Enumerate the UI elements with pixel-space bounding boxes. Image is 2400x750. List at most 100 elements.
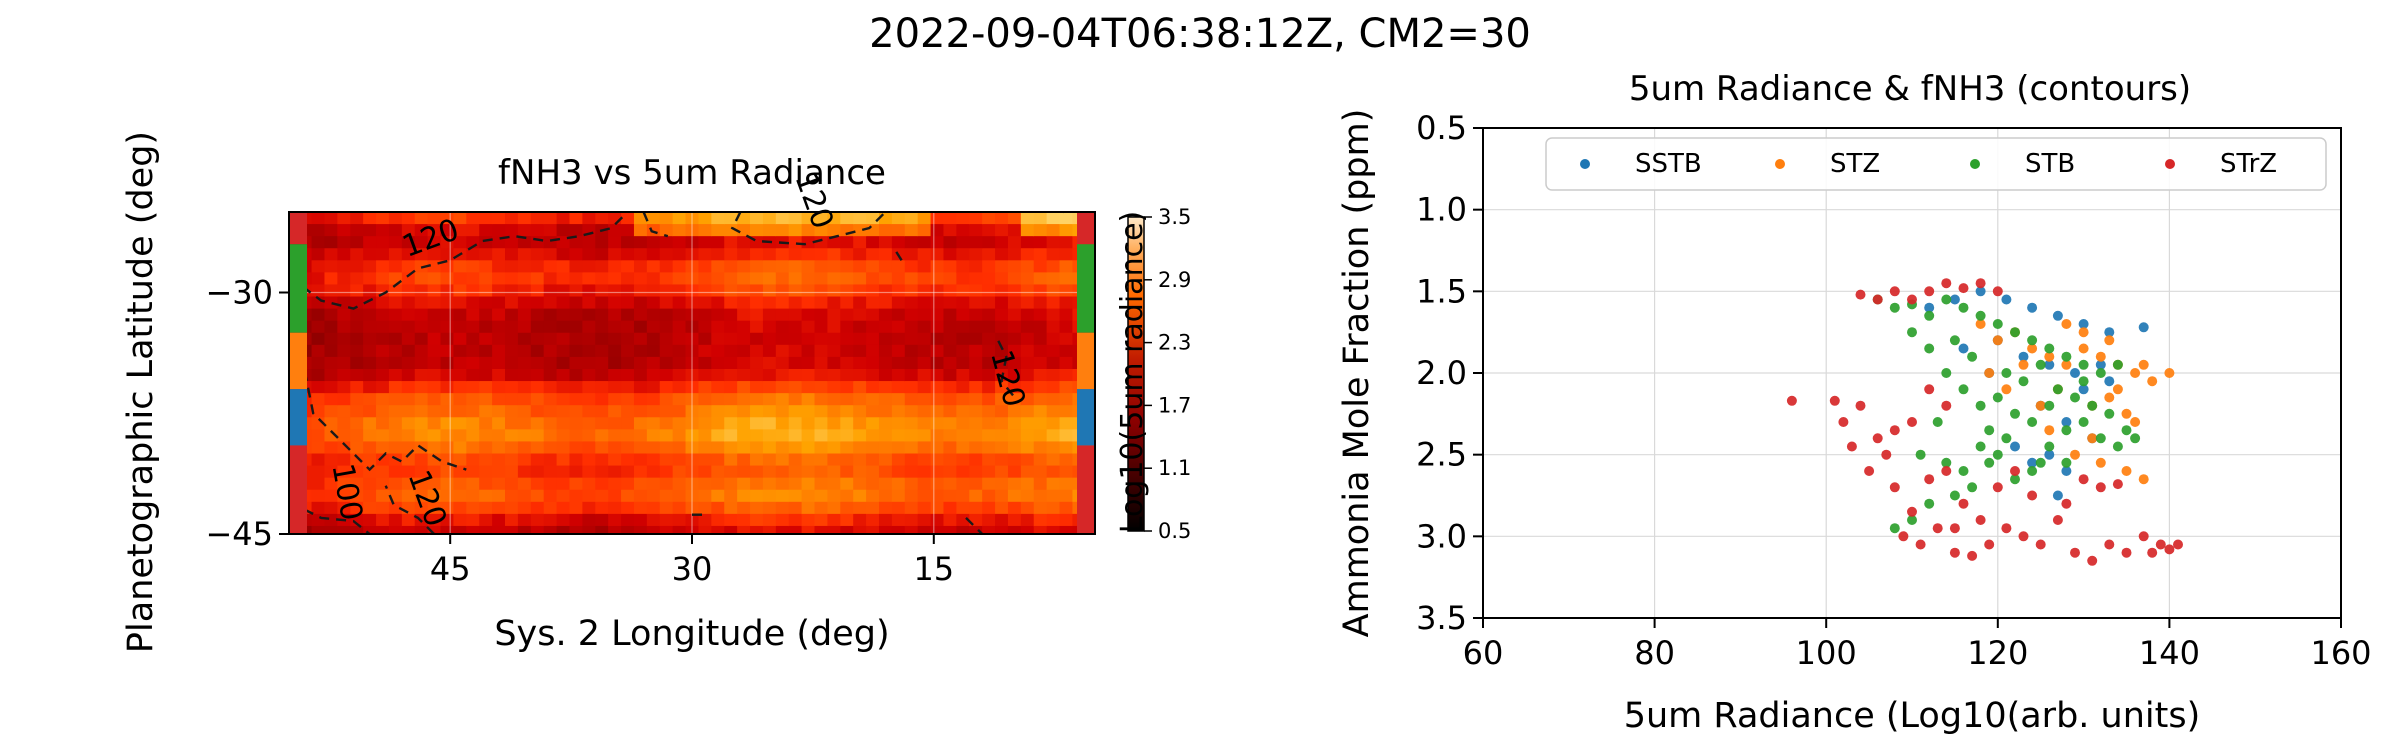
heatmap-cell — [492, 260, 506, 273]
heatmap-cell — [440, 489, 455, 503]
heatmap-cell — [685, 477, 700, 491]
heatmap-cell — [1098, 297, 1112, 310]
heatmap-cell — [543, 441, 558, 455]
heatmap-cell — [672, 368, 687, 382]
heatmap-cell — [762, 356, 777, 370]
heatmap-cell — [350, 332, 364, 346]
heatmap-cell — [633, 429, 648, 443]
heatmap-cell — [827, 465, 841, 479]
heatmap-cell — [401, 381, 416, 394]
band-marker-right — [1077, 244, 1095, 333]
heatmap-cell — [1007, 296, 1022, 310]
heatmap-cell — [866, 356, 880, 370]
heatmap-cell — [814, 393, 829, 406]
heatmap-cell — [659, 368, 674, 382]
scatter-point-stb — [2112, 441, 2123, 452]
scatter-x-tick-label: 120 — [1967, 634, 2028, 672]
heatmap-cell — [273, 297, 287, 310]
heatmap-cell — [466, 296, 480, 310]
heatmap-cell — [969, 489, 983, 503]
scatter-point-stb — [1992, 319, 2003, 329]
heatmap-cell — [685, 212, 700, 225]
heatmap-cell — [646, 344, 661, 358]
heatmap-cell — [453, 417, 467, 430]
heatmap-cell — [737, 393, 751, 406]
heatmap-cell — [1033, 405, 1048, 418]
heatmap-cell — [388, 525, 403, 534]
heatmap-cell — [775, 453, 790, 467]
heatmap-cell — [633, 284, 648, 298]
heatmap-cell — [982, 465, 996, 479]
scatter-point-sstb — [2104, 376, 2115, 387]
heatmap-cell — [401, 308, 416, 322]
heatmap-cell — [814, 344, 829, 358]
heatmap-cell — [517, 417, 532, 430]
heatmap-cell — [878, 272, 893, 286]
heatmap-cell — [556, 296, 571, 310]
heatmap-cell — [479, 332, 493, 346]
heatmap-cell — [711, 356, 725, 370]
scatter-point-stz — [2061, 319, 2072, 329]
heatmap-cell — [556, 308, 571, 322]
heatmap-cell — [1020, 320, 1035, 334]
heatmap-cell — [672, 417, 687, 430]
heatmap-cell — [234, 490, 248, 503]
scatter-point-stb — [2001, 433, 2012, 444]
heatmap-cell — [234, 345, 248, 358]
heatmap-cell — [685, 236, 700, 249]
heatmap-cell — [698, 393, 712, 406]
scatter-point-sstb — [2078, 319, 2089, 329]
heatmap-cell — [814, 525, 829, 534]
heatmap-cell — [595, 417, 609, 430]
heatmap-cell — [685, 381, 700, 394]
heatmap-cell — [427, 417, 442, 430]
heatmap-cell — [247, 466, 261, 479]
heatmap-cell — [956, 513, 970, 527]
heatmap-cell — [453, 441, 467, 455]
heatmap-cell — [1163, 248, 1177, 261]
scatter-point-strz — [1829, 395, 1840, 406]
heatmap-cell — [672, 248, 687, 261]
heatmap-cell — [633, 381, 648, 394]
heatmap-cell — [582, 272, 596, 286]
heatmap-cell — [569, 489, 583, 503]
heatmap-cell — [311, 356, 326, 370]
heatmap-cell — [646, 368, 661, 382]
heatmap-cell — [685, 417, 700, 430]
heatmap-cell — [621, 236, 635, 249]
heatmap-cell — [1098, 417, 1112, 430]
heatmap-cell — [608, 284, 622, 298]
heatmap-cell — [827, 453, 841, 467]
scatter-point-strz — [1941, 278, 1952, 289]
scatter-point-strz — [2164, 544, 2175, 555]
heatmap-cell — [904, 224, 919, 237]
heatmap-cell — [324, 260, 338, 273]
heatmap-cell — [453, 236, 467, 249]
heatmap-cell — [646, 453, 661, 467]
heatmap-cell — [479, 381, 493, 394]
heatmap-cell — [376, 344, 390, 358]
heatmap-cell — [492, 429, 506, 443]
heatmap-cell — [337, 381, 351, 394]
heatmap-cell — [440, 212, 455, 225]
heatmap-cell — [917, 344, 932, 358]
heatmap-cell — [711, 260, 725, 273]
heatmap-cell — [595, 368, 609, 382]
heatmap-cell — [982, 224, 996, 237]
heatmap-cell — [466, 332, 480, 346]
heatmap-cell — [1033, 368, 1048, 382]
heatmap-cell — [711, 417, 725, 430]
heatmap-cell — [363, 332, 377, 346]
heatmap-cell — [621, 489, 635, 503]
heatmap-cell — [995, 296, 1009, 310]
heatmap-cell — [685, 284, 700, 298]
scatter-point-strz — [2078, 474, 2089, 485]
heatmap-cell — [646, 356, 661, 370]
heatmap-cell — [440, 320, 455, 334]
heatmap-cell — [543, 224, 558, 237]
heatmap-cell — [659, 465, 674, 479]
heatmap-cell — [234, 429, 248, 442]
heatmap-cell — [621, 417, 635, 430]
heatmap-cell — [337, 284, 351, 298]
heatmap-contour-line — [384, 485, 435, 534]
